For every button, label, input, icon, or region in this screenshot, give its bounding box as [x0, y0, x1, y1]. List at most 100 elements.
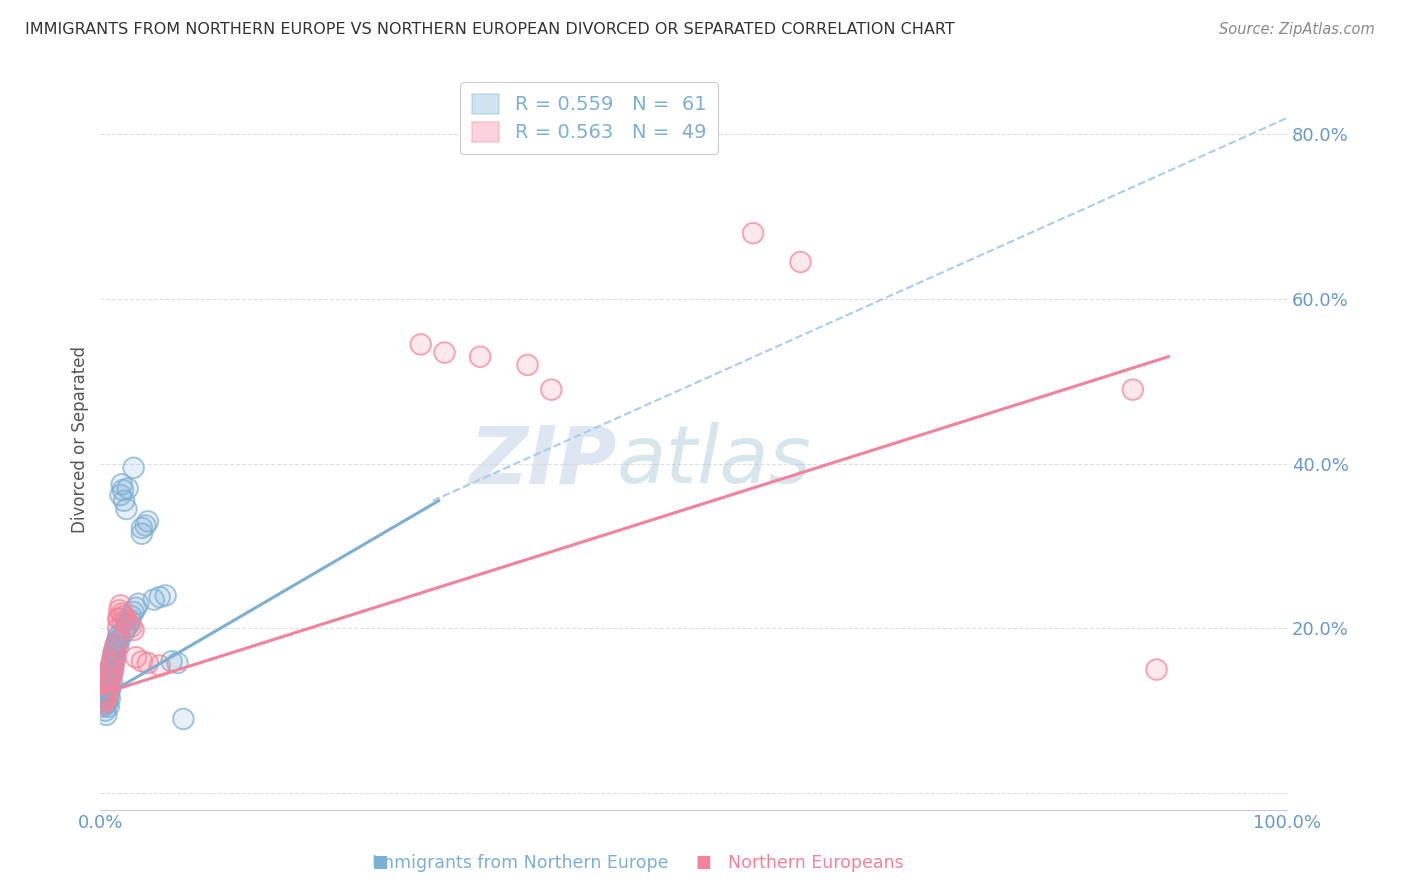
Point — [120, 620, 142, 634]
Point — [103, 648, 125, 662]
Point — [112, 609, 135, 624]
Point — [142, 592, 165, 607]
Point — [90, 691, 112, 706]
Point — [101, 653, 124, 667]
Point — [149, 658, 172, 673]
Point — [107, 621, 129, 635]
Point — [104, 648, 127, 662]
Point — [91, 697, 114, 711]
Point — [101, 653, 124, 667]
Point — [101, 674, 124, 689]
Point — [136, 656, 159, 670]
Point — [122, 605, 145, 619]
Point — [104, 648, 127, 662]
Point — [134, 518, 156, 533]
Point — [120, 609, 142, 624]
Point — [111, 477, 134, 491]
Point — [97, 679, 120, 693]
Point — [111, 477, 134, 491]
Point — [111, 615, 134, 629]
Point — [131, 526, 153, 541]
Point — [134, 518, 156, 533]
Point — [96, 679, 118, 693]
Point — [149, 658, 172, 673]
Point — [104, 642, 127, 657]
Point — [114, 621, 136, 635]
Point — [172, 712, 194, 726]
Point — [110, 488, 132, 502]
Point — [160, 654, 183, 668]
Point — [93, 685, 115, 699]
Point — [115, 613, 138, 627]
Point — [96, 696, 118, 710]
Point — [122, 460, 145, 475]
Point — [111, 483, 134, 497]
Point — [100, 658, 122, 673]
Point — [100, 679, 122, 693]
Point — [96, 677, 118, 691]
Point — [1146, 663, 1168, 677]
Legend: R = 0.559   N =  61, R = 0.563   N =  49: R = 0.559 N = 61, R = 0.563 N = 49 — [460, 82, 718, 154]
Point — [90, 689, 112, 703]
Point — [111, 615, 134, 629]
Point — [108, 633, 131, 648]
Point — [101, 654, 124, 668]
Point — [104, 640, 127, 654]
Point — [94, 681, 117, 695]
Point — [117, 482, 139, 496]
Point — [104, 642, 127, 657]
Text: ZIP: ZIP — [470, 422, 617, 500]
Text: Northern Europeans: Northern Europeans — [728, 855, 903, 872]
Point — [105, 633, 128, 648]
Point — [118, 617, 141, 632]
Point — [166, 656, 188, 670]
Point — [100, 658, 122, 673]
Point — [101, 663, 124, 677]
Point — [90, 689, 112, 703]
Point — [97, 671, 120, 685]
Point — [91, 687, 114, 701]
Point — [103, 663, 125, 677]
Point — [433, 345, 456, 359]
Point — [98, 664, 121, 678]
Point — [155, 589, 177, 603]
Point — [166, 656, 188, 670]
Point — [104, 653, 127, 667]
Point — [98, 664, 121, 678]
Point — [125, 600, 148, 615]
Point — [91, 691, 114, 706]
Point — [96, 697, 118, 711]
Text: ■: ■ — [696, 853, 711, 871]
Point — [104, 644, 127, 658]
Point — [742, 226, 765, 240]
Point — [107, 630, 129, 644]
Point — [1122, 383, 1144, 397]
Point — [112, 609, 135, 624]
Point — [96, 674, 118, 689]
Point — [93, 689, 115, 703]
Text: Immigrants from Northern Europe: Immigrants from Northern Europe — [373, 855, 668, 872]
Point — [433, 345, 456, 359]
Point — [101, 674, 124, 689]
Point — [91, 697, 114, 711]
Point — [468, 350, 491, 364]
Point — [122, 460, 145, 475]
Point — [94, 685, 117, 699]
Point — [516, 358, 538, 372]
Point — [96, 707, 118, 722]
Point — [142, 592, 165, 607]
Point — [108, 628, 131, 642]
Point — [1122, 383, 1144, 397]
Point — [111, 483, 134, 497]
Point — [96, 674, 118, 689]
Point — [98, 674, 121, 689]
Point — [516, 358, 538, 372]
Point — [104, 638, 127, 652]
Point — [94, 694, 117, 708]
Point — [90, 691, 112, 706]
Point — [131, 654, 153, 668]
Point — [409, 337, 432, 351]
Text: ■: ■ — [373, 853, 388, 871]
Point — [97, 689, 120, 703]
Point — [101, 666, 124, 681]
